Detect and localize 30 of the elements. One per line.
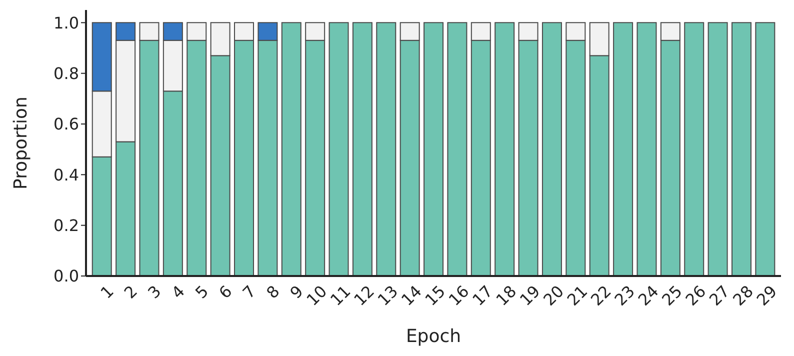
bar: [755, 22, 776, 276]
bar: [328, 22, 349, 276]
x-axis-title: Epoch: [406, 326, 462, 347]
x-tick-label: 8: [262, 282, 284, 302]
bar: [281, 22, 302, 276]
bar: [731, 22, 752, 276]
bar: [708, 22, 728, 276]
y-tick-label: 0.6: [54, 114, 79, 134]
bar: [376, 22, 396, 276]
x-tick-label: 1: [96, 282, 118, 302]
x-tick-label: 3: [144, 282, 165, 302]
bar: [684, 22, 704, 276]
bar: [494, 22, 515, 276]
x-tick-label: 5: [192, 282, 212, 302]
bar: [636, 22, 657, 276]
x-tick-label: 7: [238, 282, 260, 302]
bar: [352, 22, 372, 276]
y-axis-title: Proportion: [10, 96, 32, 190]
x-tick-label: 6: [215, 282, 236, 302]
bar: [447, 22, 468, 276]
y-tick-label: 1.0: [54, 13, 79, 32]
y-tick-label: 0.4: [54, 165, 79, 184]
bar: [424, 22, 444, 276]
bar: [542, 22, 562, 276]
x-tick-label: 4: [168, 282, 188, 302]
y-tick-label: 0.8: [54, 64, 79, 84]
x-tick-label: 2: [120, 282, 142, 302]
bar: [613, 22, 634, 276]
y-tick-label: 0.0: [54, 266, 79, 286]
y-tick-label: 0.2: [54, 216, 79, 236]
